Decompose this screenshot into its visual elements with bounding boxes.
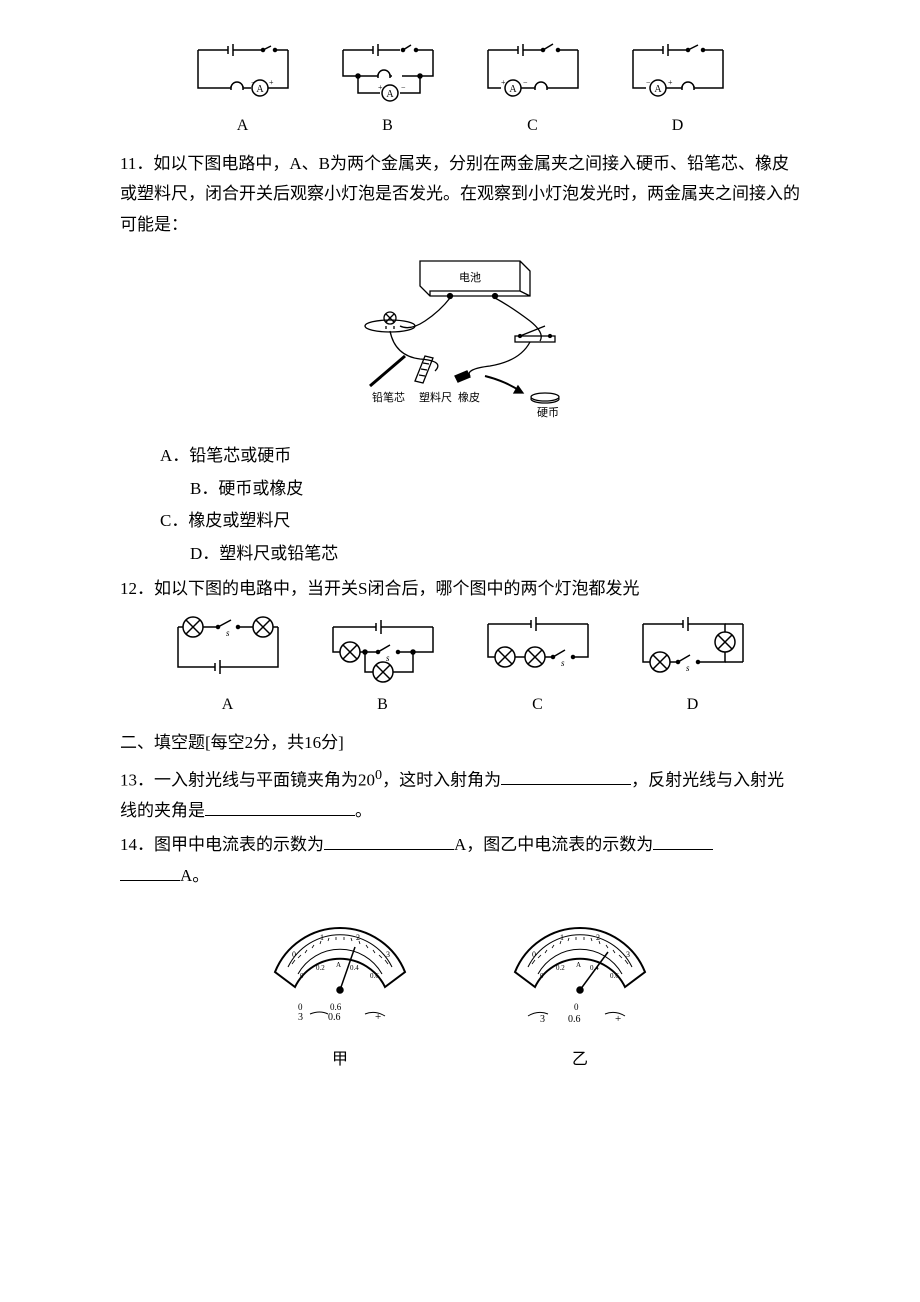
svg-text:+: + bbox=[501, 78, 506, 87]
svg-text:0: 0 bbox=[540, 972, 544, 980]
circuit-label-b: B bbox=[328, 112, 448, 141]
svg-text:−: − bbox=[401, 83, 406, 92]
gauge-jia-label: 甲 bbox=[250, 1046, 430, 1075]
svg-text:3: 3 bbox=[386, 950, 390, 959]
q11-figure: 电池 bbox=[120, 251, 800, 432]
svg-text:−: − bbox=[646, 78, 651, 87]
svg-text:+: + bbox=[668, 78, 673, 87]
gauge-yi: 0 1 2 3 0 0.2 A 0.4 0.6 3 0 0.6 + 乙 bbox=[490, 902, 670, 1075]
q12-circuit-a: s A bbox=[163, 612, 293, 720]
svg-text:2: 2 bbox=[356, 933, 360, 942]
svg-text:0.4: 0.4 bbox=[350, 964, 359, 972]
svg-text:0.2: 0.2 bbox=[316, 964, 325, 972]
circuit-label-c: C bbox=[473, 112, 593, 141]
svg-text:A: A bbox=[576, 961, 581, 969]
q12-circuit-b: s B bbox=[318, 612, 448, 720]
q11-option-c: C．橡皮或塑料尺 bbox=[160, 506, 800, 537]
q13-blank2 bbox=[205, 798, 355, 816]
circuit-d: A − + D bbox=[618, 38, 738, 141]
svg-text:s: s bbox=[561, 658, 565, 668]
svg-text:−: − bbox=[251, 78, 256, 87]
q12-label-d: D bbox=[628, 691, 758, 720]
q13-blank1 bbox=[501, 767, 631, 785]
svg-text:0.6: 0.6 bbox=[330, 1002, 342, 1012]
q11-text: 11．如以下图电路中，A、B为两个金属夹，分别在两金属夹之间接入硬币、铅笔芯、橡… bbox=[120, 149, 800, 241]
svg-text:s: s bbox=[686, 663, 690, 673]
svg-text:+: + bbox=[615, 1013, 621, 1025]
svg-text:电池: 电池 bbox=[459, 271, 481, 284]
q12-circuits: s A s B bbox=[120, 612, 800, 720]
svg-text:硬币: 硬币 bbox=[537, 406, 559, 419]
circuit-label-d: D bbox=[618, 112, 738, 141]
svg-text:1: 1 bbox=[560, 933, 564, 942]
svg-text:0: 0 bbox=[574, 1002, 579, 1012]
q14-gauges: 0 1 2 3 0 0.2 A 0.4 0.6 0 3 0.6 0.6 bbox=[120, 902, 800, 1075]
svg-text:s: s bbox=[386, 653, 390, 663]
q14-blank1 bbox=[324, 832, 454, 850]
q13-text: 13．一入射光线与平面镜夹角为200，这时入射角为，反射光线与入射光线的夹角是。 bbox=[120, 763, 800, 827]
svg-text:0.6: 0.6 bbox=[370, 972, 379, 980]
q14-blank2 bbox=[653, 832, 713, 850]
svg-text:铅笔芯: 铅笔芯 bbox=[372, 390, 405, 404]
circuit-b: A + − B bbox=[328, 38, 448, 141]
svg-text:s: s bbox=[226, 628, 230, 638]
svg-text:橡皮: 橡皮 bbox=[458, 391, 480, 404]
circuit-c: A + − C bbox=[473, 38, 593, 141]
section2-title: 二、填空题[每空2分，共16分] bbox=[120, 728, 800, 759]
svg-text:A: A bbox=[256, 84, 264, 95]
circuit-label-a: A bbox=[183, 112, 303, 141]
q11-option-d: D．塑料尺或铅笔芯 bbox=[190, 539, 800, 570]
circuit-a: A − + A bbox=[183, 38, 303, 141]
q11-option-b: B．硬币或橡皮 bbox=[190, 474, 800, 505]
q11-option-a: A．铅笔芯或硬币 bbox=[160, 441, 800, 472]
svg-text:0: 0 bbox=[300, 972, 304, 980]
svg-text:+: + bbox=[375, 1011, 381, 1023]
q12-label-c: C bbox=[473, 691, 603, 720]
q14-blank3 bbox=[120, 863, 180, 881]
q12-circuit-d: s D bbox=[628, 612, 758, 720]
gauge-jia: 0 1 2 3 0 0.2 A 0.4 0.6 0 3 0.6 0.6 bbox=[250, 902, 430, 1075]
svg-text:+: + bbox=[269, 78, 274, 87]
q12-label-b: B bbox=[318, 691, 448, 720]
svg-text:0.6: 0.6 bbox=[568, 1014, 581, 1025]
svg-text:塑料尺: 塑料尺 bbox=[419, 390, 452, 404]
svg-text:0.6: 0.6 bbox=[328, 1012, 341, 1023]
svg-text:A: A bbox=[386, 89, 394, 100]
svg-text:A: A bbox=[654, 84, 662, 95]
q12-label-a: A bbox=[163, 691, 293, 720]
svg-text:3: 3 bbox=[298, 1012, 303, 1023]
q12-text: 12．如以下图的电路中，当开关S闭合后，哪个图中的两个灯泡都发光 bbox=[120, 574, 800, 605]
svg-text:A: A bbox=[336, 961, 341, 969]
svg-text:+: + bbox=[378, 83, 383, 92]
svg-text:0.6: 0.6 bbox=[610, 972, 619, 980]
svg-text:A: A bbox=[509, 84, 517, 95]
svg-text:−: − bbox=[523, 78, 528, 87]
svg-text:0: 0 bbox=[532, 950, 536, 959]
svg-text:3: 3 bbox=[540, 1014, 545, 1025]
svg-text:2: 2 bbox=[596, 933, 600, 942]
q12-circuit-c: s C bbox=[473, 612, 603, 720]
svg-text:0: 0 bbox=[292, 950, 296, 959]
svg-text:0: 0 bbox=[298, 1002, 303, 1012]
svg-text:3: 3 bbox=[626, 950, 630, 959]
svg-text:0.2: 0.2 bbox=[556, 964, 565, 972]
svg-text:1: 1 bbox=[320, 933, 324, 942]
gauge-yi-label: 乙 bbox=[490, 1046, 670, 1075]
q10-circuits: A − + A A + − bbox=[120, 38, 800, 141]
q14-text: 14．图甲中电流表的示数为A，图乙中电流表的示数为 A。 bbox=[120, 830, 800, 891]
